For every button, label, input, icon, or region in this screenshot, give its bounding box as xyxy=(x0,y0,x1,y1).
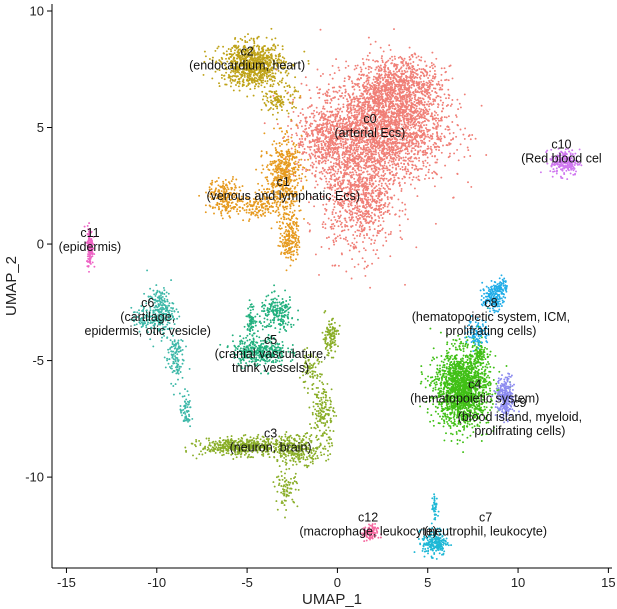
cluster-id: c2 xyxy=(240,44,253,58)
cluster-c0-points xyxy=(263,28,488,289)
cluster-description: (hematopoietic system) xyxy=(410,392,539,406)
cluster-label-c9: c9(blood island, myeloid,prolifrating ce… xyxy=(458,396,582,438)
cluster-label-c8: c8(hematopoietic system, ICM,prolifratin… xyxy=(412,296,570,338)
cluster-id: c4 xyxy=(468,378,481,392)
cluster-label-c2: c2(endocardium, heart) xyxy=(189,44,305,72)
cluster-label-c5: c5(cranial vasculature,trunk vessels) xyxy=(215,333,327,375)
cluster-description: (endocardium, heart) xyxy=(189,58,305,72)
cluster-c10-points xyxy=(539,147,583,181)
cluster-c12-points xyxy=(359,522,383,543)
cluster-c11-points xyxy=(83,222,96,273)
cluster-c9-points xyxy=(491,372,520,424)
x-tick-label: 0 xyxy=(334,575,341,590)
cluster-c2-points xyxy=(202,27,310,121)
cluster-description: trunk vessels) xyxy=(232,361,309,375)
cluster-label-c6: c6(cartilage,epidermis, otic vesicle) xyxy=(85,296,211,338)
cluster-id: c0 xyxy=(363,112,376,126)
cluster-description: prolifrating cells) xyxy=(474,424,565,438)
x-axis-ticks: -15 -10 -5 0 5 10 15 xyxy=(57,568,616,590)
cluster-id: c1 xyxy=(277,175,290,189)
cluster-id: c10 xyxy=(551,137,571,151)
cluster-id: c3 xyxy=(264,426,277,440)
x-tick-label: 5 xyxy=(424,575,431,590)
cluster-description: (blood island, myeloid, xyxy=(458,410,582,424)
cluster-id: c8 xyxy=(484,296,497,310)
cluster-description: (neuron, brain) xyxy=(230,440,312,454)
cluster-label-c1: c1(venous and lymphatic Ecs) xyxy=(206,175,360,203)
cluster-label-c0: c0(arterial Ecs) xyxy=(335,112,406,140)
x-tick-label: -15 xyxy=(57,575,76,590)
cluster-description: (cranial vasculature, xyxy=(215,347,327,361)
cluster-description: (epidermis) xyxy=(59,240,122,254)
y-tick-label: 10 xyxy=(30,3,44,18)
cluster-id: c7 xyxy=(479,510,492,524)
cluster-c8-points xyxy=(464,274,508,353)
cluster-label-c4: c4(hematopoietic system) xyxy=(410,378,539,406)
cluster-description: prolifrating cells) xyxy=(445,324,536,338)
cluster-description: (cartilage, xyxy=(120,310,175,324)
cluster-description: (arterial Ecs) xyxy=(335,126,406,140)
cluster-id: c12 xyxy=(358,510,378,524)
cluster-label-c3: c3(neuron, brain) xyxy=(230,426,312,454)
cluster-c6-points xyxy=(130,269,194,428)
cluster-label-c10: c10(Red blood cel xyxy=(521,137,602,165)
cluster-description: epidermis, otic vesicle) xyxy=(85,324,211,338)
cluster-description: (Red blood cel xyxy=(521,151,602,165)
cluster-id: c11 xyxy=(80,226,99,240)
cluster-id: c9 xyxy=(513,396,526,410)
scatter-points xyxy=(83,27,583,560)
x-axis-title: UMAP_1 xyxy=(302,591,362,608)
cluster-label-c11: c11(epidermis) xyxy=(59,226,122,254)
y-tick-label: 5 xyxy=(37,120,44,135)
cluster-label-c12: c12(macrophage, leukocyte) xyxy=(299,510,437,538)
cluster-id: c5 xyxy=(264,333,277,347)
cluster-description: (neutrophil, leukocyte) xyxy=(424,524,547,538)
y-tick-label: -10 xyxy=(25,470,44,485)
x-tick-label: 10 xyxy=(511,575,525,590)
y-axis-title: UMAP_2 xyxy=(3,256,20,316)
cluster-description: (venous and lymphatic Ecs) xyxy=(206,189,360,203)
cluster-description: (hematopoietic system, ICM, xyxy=(412,310,570,324)
cluster-label-c7: c7(neutrophil, leukocyte) xyxy=(424,510,547,538)
cluster-c4-points xyxy=(419,307,512,454)
y-axis-ticks: -10 -5 0 5 10 xyxy=(25,3,52,485)
cluster-c1-points xyxy=(198,95,310,272)
cluster-labels: c0(arterial Ecs) c2(endocardium, heart) c1… xyxy=(59,44,602,538)
x-tick-label: -5 xyxy=(241,575,253,590)
cluster-description: (macrophage, leukocyte) xyxy=(299,524,437,538)
cluster-c5-points xyxy=(219,284,300,375)
y-tick-label: -5 xyxy=(32,353,44,368)
cluster-c3-points xyxy=(184,310,341,519)
y-tick-label: 0 xyxy=(37,237,44,252)
x-tick-label: -10 xyxy=(147,575,166,590)
cluster-c7-points xyxy=(413,493,453,560)
cluster-id: c6 xyxy=(141,296,154,310)
x-tick-label: 15 xyxy=(601,575,615,590)
